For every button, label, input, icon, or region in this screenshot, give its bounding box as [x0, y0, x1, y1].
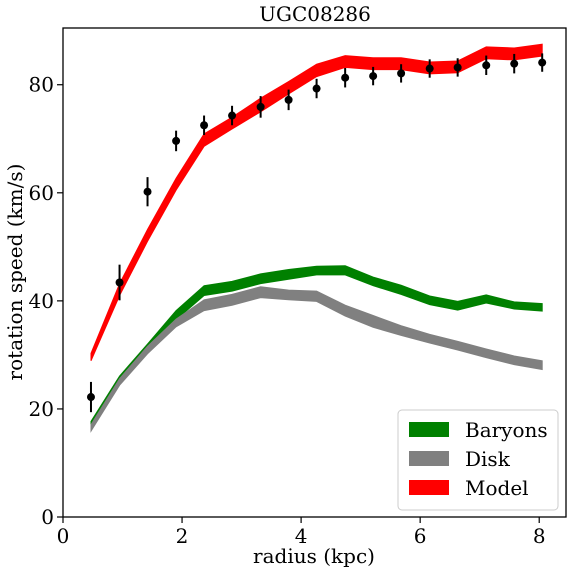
data-point [425, 59, 434, 78]
data-point [341, 67, 350, 88]
y-tick-label: 40 [29, 289, 54, 313]
y-tick-label: 80 [29, 73, 54, 97]
point-marker [341, 73, 350, 82]
data-point [86, 381, 95, 413]
point-marker [284, 95, 293, 104]
y-tick-label: 60 [29, 181, 54, 205]
legend-swatch-baryons [409, 422, 449, 437]
point-marker [425, 64, 434, 73]
data-point [172, 130, 181, 152]
point-marker [143, 187, 152, 196]
data-point [510, 53, 519, 74]
chart-title: UGC08286 [259, 2, 371, 26]
point-marker [312, 84, 321, 93]
point-marker [538, 58, 547, 67]
x-tick-label: 8 [533, 524, 546, 548]
y-axis-label: rotation speed (km/s) [3, 164, 27, 381]
data-point [369, 66, 378, 86]
data-point [453, 58, 462, 77]
x-tick-label: 2 [176, 524, 189, 548]
data-point [312, 78, 321, 99]
point-marker [86, 393, 95, 402]
legend-label-model: Model [465, 476, 529, 500]
data-points [86, 53, 547, 413]
y-tick-label: 0 [41, 505, 54, 529]
point-marker [115, 278, 124, 287]
legend: Baryons Disk Model [397, 409, 559, 511]
data-point [256, 96, 265, 118]
data-point [143, 177, 152, 207]
legend-label-disk: Disk [465, 447, 511, 471]
data-point [482, 55, 491, 76]
point-marker [228, 111, 237, 120]
data-point [200, 115, 209, 135]
data-point [115, 264, 124, 301]
x-tick-label: 4 [295, 524, 308, 548]
band-baryons [90, 265, 543, 430]
point-marker [256, 102, 265, 111]
x-axis-label: radius (kpc) [253, 544, 375, 568]
data-point [228, 105, 237, 126]
y-tick-label: 20 [29, 397, 54, 421]
point-marker [453, 63, 462, 72]
data-point [397, 64, 406, 83]
point-marker [369, 72, 378, 81]
data-point [284, 89, 293, 111]
band-disk [90, 286, 543, 433]
data-point [538, 53, 547, 72]
plot-frame [62, 27, 567, 518]
point-marker [482, 61, 491, 70]
x-tick-label: 0 [57, 524, 70, 548]
point-marker [172, 136, 181, 145]
point-marker [397, 69, 406, 78]
legend-label-baryons: Baryons [465, 418, 548, 442]
model-bands [90, 43, 543, 433]
legend-swatch-model [409, 480, 449, 495]
point-marker [200, 121, 209, 130]
legend-swatch-disk [409, 451, 449, 466]
point-marker [510, 59, 519, 68]
x-tick-label: 6 [414, 524, 427, 548]
